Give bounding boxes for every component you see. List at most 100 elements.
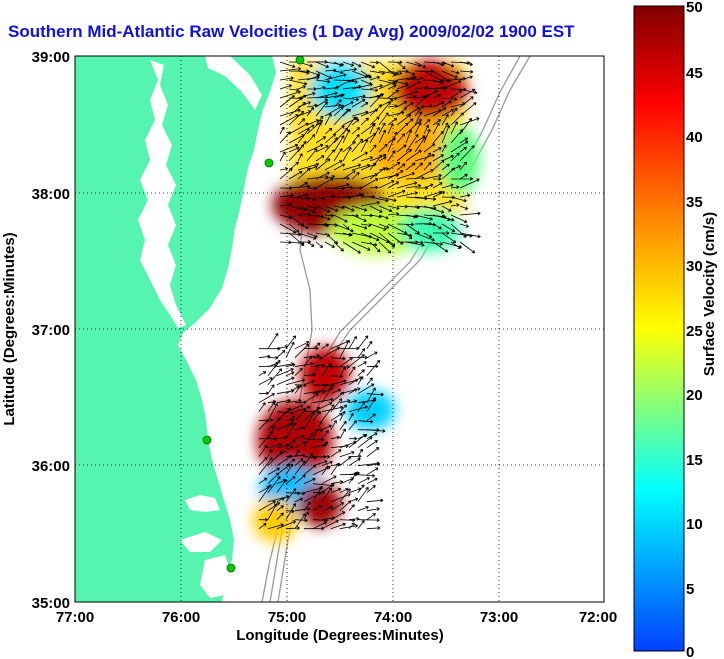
velocity-arrow (339, 404, 347, 412)
velocity-arrow (333, 79, 351, 90)
velocity-arrow (387, 161, 401, 171)
velocity-arrow (315, 61, 330, 69)
velocity-arrow (339, 420, 347, 430)
velocity-arrow (333, 125, 345, 135)
y-tick-label: 36:00 (32, 458, 70, 475)
velocity-arrow (303, 511, 309, 520)
velocity-arrow (315, 171, 330, 180)
velocity-arrow (387, 131, 398, 153)
station-marker (226, 563, 236, 573)
velocity-arrow (342, 67, 357, 72)
velocity-arrow (366, 359, 381, 376)
velocity-arrow (459, 96, 474, 108)
velocity-arrow (366, 498, 384, 503)
velocity-arrow (276, 520, 296, 530)
velocity-arrow (258, 431, 273, 448)
velocity-arrow (369, 60, 379, 65)
velocity-arrow (333, 61, 343, 67)
albemarle-sound (180, 495, 222, 552)
velocity-arrow (351, 205, 368, 212)
velocity-arrow (351, 61, 362, 68)
velocity-arrow (450, 107, 458, 117)
velocity-arrow (423, 183, 434, 189)
velocity-arrow (267, 502, 281, 512)
velocity-arrow (324, 213, 334, 218)
velocity-arrow (324, 186, 345, 191)
velocity-arrow (267, 403, 278, 421)
velocity-arrow (366, 513, 376, 521)
velocity-arrow (348, 471, 360, 476)
velocity-arrow (357, 477, 370, 485)
velocity-arrow (297, 167, 311, 180)
velocity-arrow (330, 388, 342, 395)
x-tick-label: 77:00 (56, 609, 94, 626)
velocity-arrow (360, 201, 380, 207)
velocity-arrow (267, 417, 281, 430)
velocity-arrow (279, 84, 292, 90)
velocity-arrow (324, 241, 335, 248)
velocity-arrow (459, 178, 480, 189)
velocity-arrow (378, 223, 390, 229)
velocity-arrow (459, 61, 473, 67)
colorbar: 50 45 40 35 30 25 20 15 10 5 0 Surface V… (633, 0, 718, 659)
velocity-arrow (348, 471, 358, 484)
velocity-arrow (378, 122, 386, 135)
velocity-arrow (351, 99, 366, 108)
velocity-arrow (351, 127, 360, 135)
velocity-arrow (330, 412, 343, 422)
velocity-arrow (414, 94, 429, 108)
velocity-arrow (339, 399, 351, 404)
velocity-arrow (357, 376, 364, 385)
velocity-arrow (330, 511, 346, 521)
velocity-arrow (285, 398, 302, 404)
velocity-arrow (348, 516, 360, 521)
velocity-arrow (330, 391, 345, 404)
velocity-arrow (351, 172, 360, 180)
velocity-arrow (294, 361, 314, 368)
colorbar-tick: 25 (686, 323, 703, 340)
velocity-arrow (339, 500, 352, 511)
velocity-arrow (303, 477, 316, 485)
velocity-arrow (459, 241, 476, 254)
velocity-arrow (333, 223, 354, 233)
velocity-arrow (366, 413, 376, 422)
velocity-arrow (423, 104, 433, 108)
velocity-arrow (432, 122, 440, 135)
velocity-arrow (306, 196, 316, 202)
velocity-arrow (369, 123, 376, 135)
velocity-arrow (276, 455, 293, 467)
velocity-arrow (339, 524, 359, 530)
velocity-arrow (423, 241, 443, 246)
colorbar-tick: 0 (686, 644, 694, 659)
velocity-arrow (315, 101, 328, 117)
velocity-arrow (276, 376, 295, 386)
velocity-arrow (333, 135, 345, 153)
velocity-arrow (433, 177, 442, 181)
velocity-arrow (348, 522, 355, 529)
velocity-arrow (315, 79, 331, 84)
velocity-arrow (258, 517, 268, 522)
velocity-arrow (441, 167, 456, 180)
velocity-arrow (333, 108, 349, 126)
velocity-arrow (303, 346, 319, 351)
velocity-arrow (330, 420, 337, 430)
velocity-arrow (378, 101, 391, 117)
velocity-arrow (315, 136, 327, 144)
velocity-arrow (321, 347, 341, 359)
velocity-arrow (369, 144, 377, 153)
velocity-arrow (315, 155, 325, 162)
colorbar-tick: 15 (686, 452, 703, 469)
velocity-arrow (279, 167, 289, 171)
velocity-arrow (294, 460, 306, 475)
velocity-arrow (297, 91, 316, 99)
velocity-arrow (297, 223, 309, 229)
velocity-arrow (279, 95, 295, 108)
velocity-arrow (414, 169, 434, 180)
velocity-arrow (285, 341, 295, 358)
velocity-arrow (321, 343, 329, 350)
colorbar-tick: 5 (686, 581, 694, 598)
velocity-arrow (321, 430, 329, 439)
velocity-arrow (366, 477, 378, 485)
velocity-arrow (357, 361, 367, 368)
velocity-arrow (285, 488, 297, 502)
